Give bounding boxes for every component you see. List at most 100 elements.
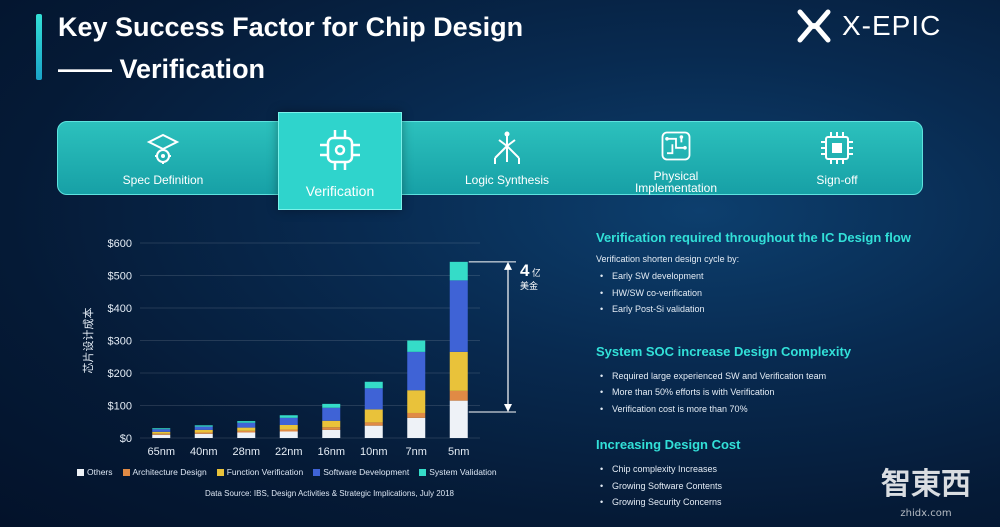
routing-grid-icon	[661, 131, 691, 161]
bar-segment-system-validation	[449, 261, 468, 281]
bar-segment-architecture-design	[152, 433, 171, 435]
legend-item: System Validation	[419, 467, 497, 477]
x-epic-logo-mark-icon	[797, 9, 831, 43]
list-item: Growing Software Contents	[600, 478, 976, 495]
x-epic-logo: X-EPIC	[796, 8, 941, 44]
legend-swatch	[419, 468, 427, 476]
section-design-cost: Increasing Design Cost Chip complexity I…	[596, 437, 976, 511]
bar-segment-function-verification	[407, 390, 426, 413]
legend-item: Others	[77, 467, 113, 477]
step-sign-off[interactable]: Sign-off	[762, 122, 912, 194]
step-logic-synthesis[interactable]: Logic Synthesis	[432, 122, 582, 194]
bar-segment-system-validation	[364, 381, 383, 389]
chart-plot-area: $0 $100 $200 $300 $400 $500 $600 芯片设计成本 65nm 40nm…	[81, 238, 540, 458]
bar-segment-architecture-design	[194, 432, 213, 434]
y-tick-label: $100	[108, 401, 132, 413]
bar-segment-architecture-design	[322, 427, 341, 430]
page-subtitle: —— Verification	[58, 54, 266, 84]
y-tick-label: $200	[108, 368, 132, 380]
zhidx-watermark: 智東西 zhidx.com	[881, 467, 971, 519]
annotation-currency: 美金	[520, 280, 538, 292]
list-item: Early SW development	[600, 268, 976, 285]
chip-icon	[821, 132, 853, 164]
step-verification[interactable]: Verification	[278, 112, 402, 210]
y-tick-label: $300	[108, 336, 132, 348]
x-tick-label: 16nm	[317, 446, 345, 458]
annotation-value: 4	[520, 261, 530, 280]
section-heading: Verification required throughout the IC …	[596, 230, 911, 245]
bar-segment-function-verification	[279, 425, 298, 430]
bar-segment-others	[364, 425, 383, 438]
bar-segment-system-validation	[279, 415, 298, 418]
bullet-list: Early SW development HW/SW co-verificati…	[596, 268, 976, 318]
x-tick-label: 5nm	[448, 446, 469, 458]
bar-segment-architecture-design	[237, 430, 256, 433]
section-soc-complexity: System SOC increase Design Complexity Re…	[596, 344, 976, 418]
bar-segment-software-development	[407, 351, 426, 391]
bar-segment-function-verification	[194, 429, 213, 433]
y-axis-label: 芯片设计成本	[81, 308, 95, 374]
bar-segment-function-verification	[152, 431, 171, 434]
bar-segment-others	[152, 434, 171, 438]
y-tick-label: $400	[108, 303, 132, 315]
x-tick-label: 28nm	[232, 446, 260, 458]
watermark-sub: zhidx.com	[900, 508, 951, 519]
annotation-arrow-head-up	[504, 261, 512, 270]
bar-segment-function-verification	[449, 351, 468, 391]
list-item: More than 50% efforts is with Verificati…	[600, 384, 976, 401]
bar-segment-system-validation	[237, 421, 256, 423]
section-heading: System SOC increase Design Complexity	[596, 343, 852, 359]
bar-segment-software-development	[364, 388, 383, 410]
x-tick-label: 22nm	[275, 446, 303, 458]
legend-item: Architecture Design	[122, 467, 207, 477]
design-cost-chart: $0 $100 $200 $300 $400 $500 $600 芯片设计成本 65nm 40nm…	[70, 228, 540, 508]
bar-segment-architecture-design	[407, 412, 426, 418]
legend-item: Software Development	[313, 467, 409, 477]
bar-segment-others	[449, 400, 468, 438]
page-title: Key Success Factor for Chip Design	[58, 12, 524, 42]
bar-segment-software-development	[322, 407, 341, 421]
legend-swatch	[313, 468, 321, 476]
list-item: Early Post-Si validation	[600, 301, 976, 318]
bar-segment-others	[194, 433, 213, 438]
bar-segment-software-development	[449, 280, 468, 352]
bar-segment-software-development	[279, 417, 298, 425]
step-label: Spec Definition	[122, 173, 204, 187]
y-tick-label: $600	[108, 238, 132, 250]
legend-swatch	[216, 468, 224, 476]
logic-tree-icon	[494, 131, 520, 164]
step-label: Logic Synthesis	[464, 173, 550, 187]
bar-segment-others	[407, 417, 426, 438]
legend-label: Software Development	[323, 467, 410, 477]
bar-segment-system-validation	[322, 403, 341, 408]
bar-segment-software-development	[194, 426, 213, 430]
bar-segment-architecture-design	[364, 422, 383, 426]
list-item: Chip complexity Increases	[600, 461, 976, 478]
bullet-list: Required large experienced SW and Verifi…	[596, 368, 976, 418]
legend-label: Others	[87, 467, 113, 477]
x-tick-label: 65nm	[147, 446, 175, 458]
chip-circuit-icon	[320, 130, 360, 170]
bar-segment-system-validation	[407, 340, 426, 352]
logo-text: X-EPIC	[842, 10, 942, 41]
list-item: HW/SW co-verification	[600, 285, 976, 302]
bar-segment-others	[237, 432, 256, 438]
step-spec-definition[interactable]: Spec Definition	[88, 122, 238, 194]
step-label: Physical Implementation	[634, 169, 718, 195]
step-physical-implementation[interactable]: Physical Implementation	[601, 122, 751, 194]
key-points-panel: Verification required throughout the IC …	[596, 230, 976, 511]
bar-segment-software-development	[237, 422, 256, 428]
chart-legend: Others Architecture Design Function Verifi…	[77, 467, 497, 477]
x-tick-label: 40nm	[190, 446, 218, 458]
bullet-list: Chip complexity Increases Growing Softwa…	[596, 461, 976, 511]
watermark-text: 智東西	[881, 467, 971, 502]
title-accent-bar	[36, 14, 42, 80]
section-heading: Increasing Design Cost	[596, 437, 741, 452]
legend-swatch	[77, 468, 84, 476]
x-tick-label: 10nm	[360, 446, 388, 458]
bar-segment-architecture-design	[449, 390, 468, 401]
bar-segment-function-verification	[237, 427, 256, 431]
legend-label: Architecture Design	[132, 467, 207, 477]
bar-segment-function-verification	[364, 409, 383, 423]
legend-label: Function Verification	[226, 467, 304, 477]
